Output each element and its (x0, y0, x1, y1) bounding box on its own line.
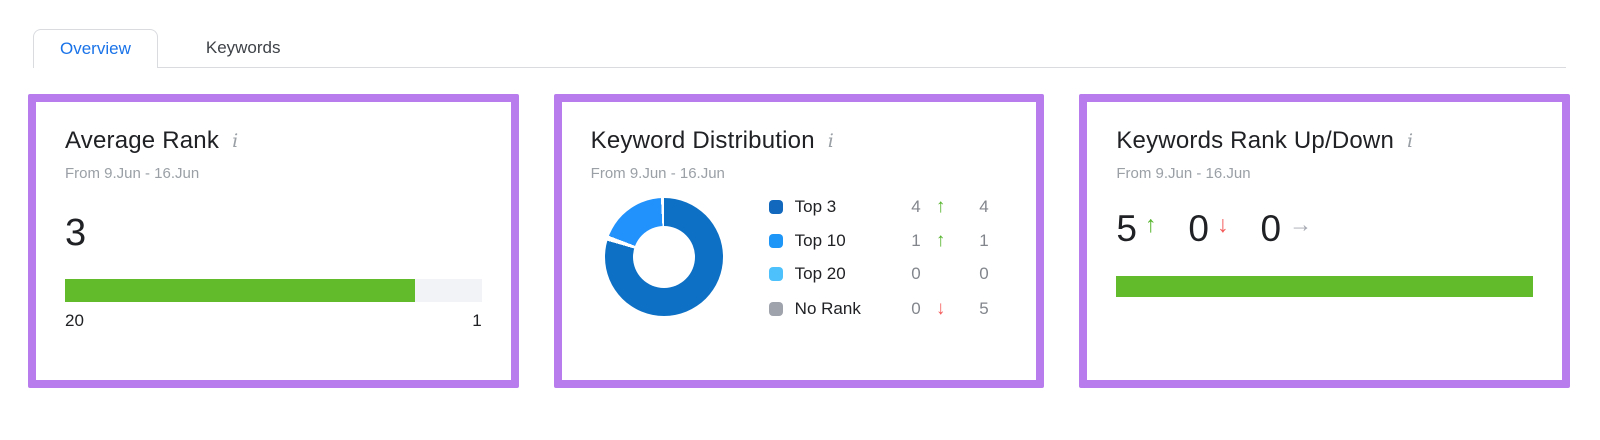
legend-value: 0 (911, 298, 921, 318)
tab-bar: Overview Keywords (33, 28, 1566, 68)
legend-label: Top 3 (794, 196, 837, 216)
average-rank-date-range: From 9.Jun - 16.Jun (65, 164, 200, 182)
rank-updown-bar (1116, 275, 1534, 297)
top10-swatch-icon (768, 233, 783, 248)
keywords-rank-updown-header: Keywords Rank Up/Down i (1116, 127, 1533, 156)
legend-value: 1 (911, 230, 921, 250)
tab-keywords-label: Keywords (205, 37, 281, 57)
keywords-rank-updown-card: Keywords Rank Up/Down i From 9.Jun - 16.… (1079, 94, 1571, 388)
legend-label: Top 20 (794, 264, 846, 284)
keyword-distribution-content: Top 3 4 ↑ 4 Top 10 1 ↑ 1 Top 20 0 (591, 196, 1008, 319)
down-arrow-icon: ↓ (935, 297, 946, 319)
legend-change: 0 (979, 264, 989, 284)
average-rank-title: Average Rank (65, 127, 220, 154)
scale-min-label: 20 (65, 310, 84, 330)
distribution-legend: Top 3 4 ↑ 4 Top 10 1 ↑ 1 Top 20 0 (768, 195, 989, 319)
legend-row-norank: No Rank 0 ↓ 5 (768, 297, 989, 319)
legend-row-top10: Top 10 1 ↑ 1 (768, 229, 989, 251)
average-rank-card: Average Rank i From 9.Jun - 16.Jun 3 20 … (28, 94, 519, 388)
keywords-rank-updown-title: Keywords Rank Up/Down (1116, 127, 1394, 154)
average-rank-bar-fill (65, 278, 415, 302)
keywords-rank-updown-date-range: From 9.Jun - 16.Jun (1116, 164, 1251, 182)
norank-swatch-icon (768, 301, 783, 316)
stat-rank-up: 5 ↑ (1116, 210, 1156, 247)
up-arrow-icon: ↑ (935, 195, 946, 217)
info-icon[interactable]: i (827, 130, 834, 152)
rank-change-stats: 5 ↑ 0 ↓ 0 → (1116, 210, 1533, 247)
keyword-distribution-title: Keyword Distribution (590, 127, 815, 154)
legend-change: 5 (979, 298, 989, 318)
legend-change: 1 (979, 230, 989, 250)
right-arrow-icon: → (1289, 210, 1313, 237)
donut-chart (604, 198, 723, 317)
up-arrow-icon: ↑ (1144, 210, 1157, 237)
keyword-distribution-card: Keyword Distribution i From 9.Jun - 16.J… (553, 94, 1045, 388)
rank-up-count: 5 (1116, 207, 1137, 249)
top3-swatch-icon (768, 199, 783, 214)
legend-row-top20: Top 20 0 0 (768, 264, 989, 285)
up-arrow-icon: ↑ (935, 229, 946, 251)
down-arrow-icon: ↓ (1217, 210, 1229, 237)
tab-overview-label: Overview (60, 38, 131, 58)
info-icon[interactable]: i (232, 130, 239, 152)
overview-cards-row: Average Rank i From 9.Jun - 16.Jun 3 20 … (28, 94, 1571, 388)
tab-overview[interactable]: Overview (33, 29, 158, 68)
top20-swatch-icon (768, 267, 783, 282)
average-rank-value: 3 (65, 211, 87, 254)
legend-label: No Rank (794, 298, 861, 318)
rank-down-count: 0 (1188, 207, 1209, 249)
legend-value: 4 (911, 196, 921, 216)
legend-row-top3: Top 3 4 ↑ 4 (768, 195, 989, 217)
keyword-distribution-header: Keyword Distribution i (591, 127, 1008, 156)
legend-label: Top 10 (794, 230, 846, 250)
keyword-distribution-date-range: From 9.Jun - 16.Jun (590, 164, 725, 182)
average-rank-header: Average Rank i (65, 127, 482, 156)
stat-rank-same: 0 → (1261, 210, 1313, 247)
tab-keywords[interactable]: Keywords (180, 28, 307, 67)
legend-value: 0 (911, 264, 921, 284)
stat-rank-down: 0 ↓ (1188, 210, 1228, 247)
legend-change: 4 (979, 196, 989, 216)
average-rank-bar-track (65, 278, 482, 302)
info-icon[interactable]: i (1407, 130, 1414, 152)
rank-same-count: 0 (1260, 207, 1282, 249)
average-rank-scale: 20 1 (65, 311, 482, 331)
scale-max-label: 1 (472, 310, 482, 330)
